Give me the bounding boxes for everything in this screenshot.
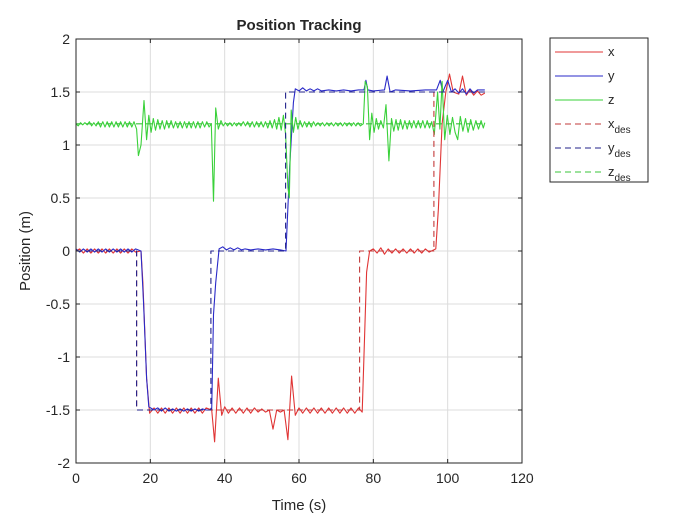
chart-title: Position Tracking (236, 17, 361, 34)
legend-label-sub: des (615, 173, 631, 184)
series-line-y (75, 75, 485, 412)
legend-item-y-des[interactable]: ydes (555, 140, 631, 160)
y-tick-label: -1 (58, 349, 71, 365)
x-tick-label: 120 (510, 470, 534, 486)
legend-label: ydes (608, 140, 631, 160)
y-tick-label: 0 (62, 243, 70, 259)
legend-box (549, 37, 649, 183)
y-tick-label: 2 (62, 31, 70, 47)
legend-label: y (608, 68, 615, 83)
legend-item-x-des[interactable]: xdes (555, 116, 631, 136)
y-tick-label: 0.5 (51, 190, 71, 206)
legend-label: xdes (608, 116, 631, 136)
legend-label-main: y (608, 68, 615, 83)
legend-label: zdes (608, 164, 631, 184)
y-axis-label: Position (m) (17, 211, 34, 291)
series-line-y-des (76, 91, 485, 411)
grid (75, 38, 523, 464)
x-tick-label: 0 (72, 470, 80, 486)
y-tick-label: -0.5 (46, 296, 70, 312)
legend-label-sub: des (615, 125, 631, 136)
y-tick-label: -2 (58, 455, 71, 471)
x-tick-label: 60 (291, 470, 307, 486)
legend-item-z-des[interactable]: zdes (555, 164, 631, 184)
legend-label-main: x (608, 116, 615, 131)
legend-item-y[interactable]: y (555, 68, 615, 83)
ticks: 0 20 40 60 80 100 120 -2 -1.5 -1 -0.5 0 0.5 1 1.5 2 (46, 31, 534, 486)
x-tick-label: 20 (143, 470, 159, 486)
series-line-x-des (76, 91, 485, 411)
legend-item-z[interactable]: z (555, 92, 615, 107)
legend-item-x[interactable]: x (555, 44, 615, 59)
legend-label: z (608, 92, 615, 107)
y-tick-label: 1 (62, 137, 70, 153)
x-tick-label: 40 (217, 470, 233, 486)
y-tick-label: 1.5 (51, 84, 71, 100)
series-lines (75, 73, 486, 443)
legend-label: x (608, 44, 615, 59)
x-tick-label: 100 (436, 470, 460, 486)
legend-label-main: z (608, 92, 615, 107)
legend-label-sub: des (615, 149, 631, 160)
legend-label-main: x (608, 44, 615, 59)
x-axis-label: Time (s) (272, 497, 326, 514)
legend-label-main: y (608, 140, 615, 155)
x-tick-label: 80 (366, 470, 382, 486)
legend-label-main: z (608, 164, 615, 179)
y-tick-label: -1.5 (46, 402, 70, 418)
